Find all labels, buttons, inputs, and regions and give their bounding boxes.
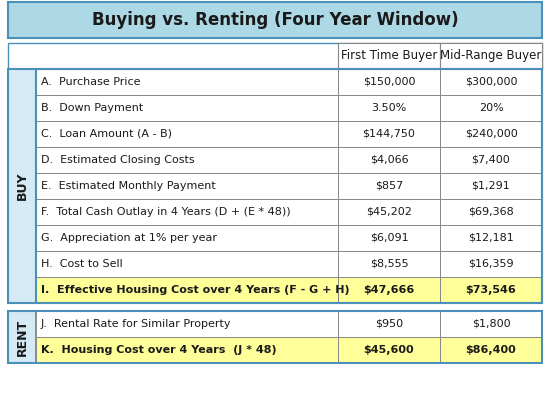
Bar (338, 277, 440, 303)
Text: K.  Housing Cost over 4 Years  (J * 48): K. Housing Cost over 4 Years (J * 48) (41, 345, 277, 355)
Bar (338, 95, 440, 121)
Bar (36, 69, 338, 95)
Text: $6,091: $6,091 (370, 233, 408, 243)
Text: $7,400: $7,400 (472, 155, 510, 165)
Bar (36, 173, 338, 199)
Bar (440, 225, 542, 251)
Text: $69,368: $69,368 (468, 207, 514, 217)
Bar (338, 173, 440, 199)
Text: H.  Cost to Sell: H. Cost to Sell (41, 259, 123, 269)
Bar (36, 95, 338, 121)
Bar (440, 199, 542, 225)
Bar (36, 147, 338, 173)
Bar (36, 225, 338, 251)
Bar (8, 311, 36, 363)
Bar (440, 43, 542, 69)
Bar (440, 311, 542, 337)
Bar (440, 69, 542, 95)
Text: G.  Appreciation at 1% per year: G. Appreciation at 1% per year (41, 233, 217, 243)
Bar (8, 43, 542, 69)
Bar (36, 277, 338, 303)
Text: A.  Purchase Price: A. Purchase Price (41, 77, 140, 87)
Text: $950: $950 (375, 319, 403, 329)
Text: C.  Loan Amount (A - B): C. Loan Amount (A - B) (41, 129, 172, 139)
Bar (338, 311, 440, 337)
Text: D.  Estimated Closing Costs: D. Estimated Closing Costs (41, 155, 195, 165)
Bar (36, 337, 338, 363)
Bar (8, 311, 542, 363)
Text: $1,800: $1,800 (472, 319, 510, 329)
Text: $144,750: $144,750 (362, 129, 415, 139)
Bar (440, 121, 542, 147)
Text: E.  Estimated Monthly Payment: E. Estimated Monthly Payment (41, 181, 216, 191)
Bar (8, 69, 542, 303)
Bar (440, 147, 542, 173)
Text: Buying vs. Renting (Four Year Window): Buying vs. Renting (Four Year Window) (92, 11, 458, 29)
Bar (338, 147, 440, 173)
Bar (8, 69, 36, 303)
Text: F.  Total Cash Outlay in 4 Years (D + (E * 48)): F. Total Cash Outlay in 4 Years (D + (E … (41, 207, 290, 217)
Bar (338, 225, 440, 251)
Text: I.  Effective Housing Cost over 4 Years (F - G + H): I. Effective Housing Cost over 4 Years (… (41, 285, 350, 295)
Bar (36, 251, 338, 277)
Bar (440, 173, 542, 199)
Text: $47,666: $47,666 (364, 285, 415, 295)
Bar (440, 251, 542, 277)
Bar (36, 69, 542, 303)
Bar (338, 121, 440, 147)
Text: $73,546: $73,546 (466, 285, 516, 295)
Bar (338, 43, 440, 69)
Text: J.  Rental Rate for Similar Property: J. Rental Rate for Similar Property (41, 319, 232, 329)
Bar (338, 337, 440, 363)
Bar (36, 199, 338, 225)
Bar (36, 311, 338, 337)
Bar (8, 2, 542, 38)
Text: $12,181: $12,181 (468, 233, 514, 243)
Text: $240,000: $240,000 (465, 129, 518, 139)
Bar (338, 199, 440, 225)
Text: $300,000: $300,000 (465, 77, 517, 87)
Text: $857: $857 (375, 181, 403, 191)
Text: RENT: RENT (15, 319, 29, 355)
Bar (440, 337, 542, 363)
Text: $45,202: $45,202 (366, 207, 412, 217)
Text: B.  Down Payment: B. Down Payment (41, 103, 143, 113)
Text: 3.50%: 3.50% (371, 103, 406, 113)
Text: Mid-Range Buyer: Mid-Range Buyer (441, 49, 542, 63)
Bar (338, 69, 440, 95)
Text: $150,000: $150,000 (363, 77, 415, 87)
Bar (36, 121, 338, 147)
Bar (440, 277, 542, 303)
Text: $45,600: $45,600 (364, 345, 414, 355)
Text: First Time Buyer: First Time Buyer (341, 49, 437, 63)
Text: BUY: BUY (15, 172, 29, 200)
Text: $8,555: $8,555 (370, 259, 408, 269)
Text: $86,400: $86,400 (466, 345, 516, 355)
Text: $4,066: $4,066 (370, 155, 408, 165)
Bar (338, 251, 440, 277)
Text: 20%: 20% (478, 103, 503, 113)
Bar (440, 95, 542, 121)
Text: $1,291: $1,291 (472, 181, 510, 191)
Text: $16,359: $16,359 (468, 259, 514, 269)
